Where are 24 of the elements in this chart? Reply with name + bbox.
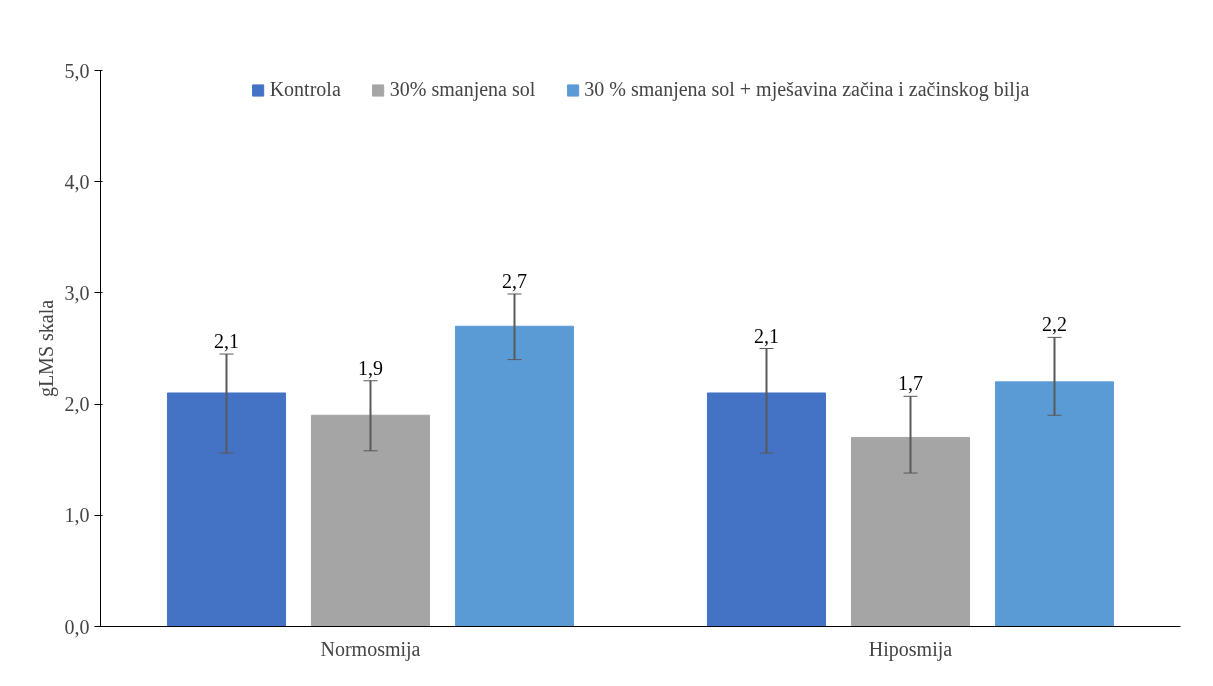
x-tick-label: Hiposmija — [868, 637, 953, 661]
y-tick-label: 5,0 — [64, 59, 90, 82]
bar — [310, 414, 431, 627]
y-tick-label: 2,0 — [64, 393, 90, 416]
data-label: 2,7 — [502, 270, 527, 293]
bar — [850, 436, 971, 627]
x-tick-label: Normosmija — [320, 637, 421, 661]
legend-label: Kontrola — [269, 78, 341, 101]
data-label: 2,1 — [214, 330, 239, 353]
legend-label: 30% smanjena sol — [389, 78, 536, 101]
data-label: 2,1 — [754, 324, 779, 347]
bar — [994, 381, 1115, 627]
bar — [454, 325, 575, 627]
data-label: 1,9 — [358, 356, 383, 379]
y-tick-label: 3,0 — [64, 281, 90, 304]
legend-label: 30 % smanjena sol + mješavina začina i začinskog bilja — [584, 78, 1030, 101]
bar — [166, 392, 287, 627]
data-label: 1,7 — [898, 372, 923, 395]
y-tick-label: 1,0 — [64, 504, 90, 527]
data-label: 2,2 — [1042, 313, 1067, 336]
y-tick-label: 4,0 — [64, 170, 90, 193]
bar — [706, 392, 827, 627]
y-axis-title: gLMS skala — [34, 299, 58, 398]
y-tick-label: 0,0 — [64, 615, 90, 638]
